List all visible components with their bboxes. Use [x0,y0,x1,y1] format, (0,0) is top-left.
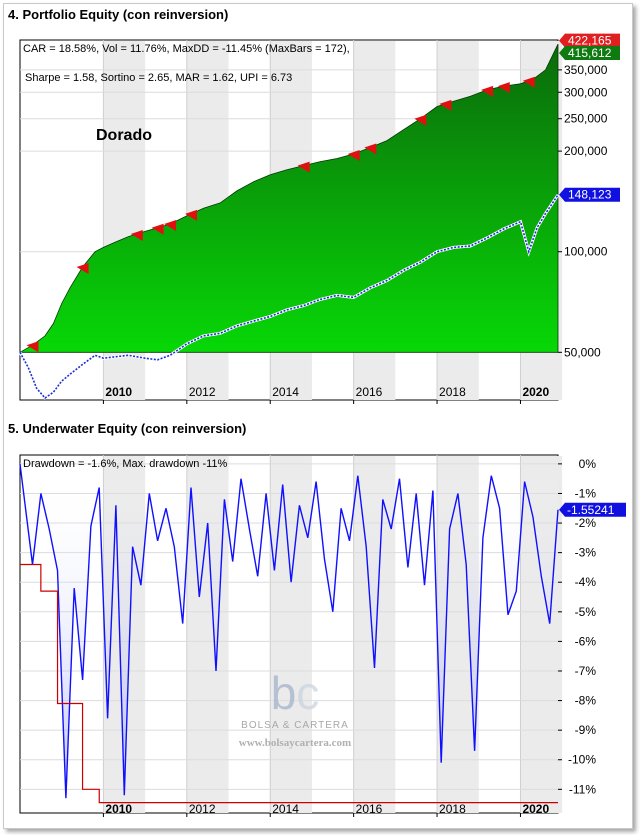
equity-last-value-label: 415,612 [568,46,612,60]
equity-x-tick-label: 2018 [439,385,466,399]
equity-y-tick-label: 50,000 [564,345,601,359]
equity-y-tick-label: 350,000 [564,63,608,77]
equity-drawdown-mark [414,114,427,126]
underwater-y-tick-label: -4% [575,575,597,589]
equity-drawdown-mark [184,209,197,221]
underwater-y-tick-label: -1% [575,486,597,500]
equity-y-tick-label: 300,000 [564,85,608,99]
equity-stats-line-2: Sharpe = 1.58, Sortino = 2.65, MAR = 1.6… [25,72,292,84]
underwater-stats-line: Drawdown = -1.6%, Max. drawdown -11% [23,458,228,470]
equity-y-tick-label: 200,000 [564,144,608,158]
equity-drawdown-mark [76,263,89,275]
equity-drawdown-mark [347,150,360,162]
equity-drawdown-mark [439,99,452,111]
underwater-x-tick-label: 2018 [439,802,466,816]
underwater-y-tick-label: -9% [575,723,597,737]
underwater-y-tick-label: -6% [575,634,597,648]
equity-drawdown-mark [26,341,39,353]
equity-last-value-tag [559,33,620,48]
equity-drawdown-mark [151,223,164,235]
equity-x-tick-label: 2016 [356,385,383,399]
equity-x-tick-label: 2014 [272,385,299,399]
underwater-y-tick-label: -10% [568,753,596,767]
equity-drawdown-mark [364,143,377,155]
equity-stats-line-1: CAR = 18.58%, Vol = 11.76%, MaxDD = -11.… [23,43,350,55]
equity-y-tick-label: 250,000 [564,112,608,126]
benchmark-line [19,194,559,400]
equity-series-label: Dorado [96,127,152,144]
underwater-y-tick-label: -2% [575,516,597,530]
underwater-last-value-tag [559,502,626,517]
underwater-x-tick-label: 2016 [356,802,383,816]
underwater-area [20,463,558,799]
underwater-panel-title: 5. Underwater Equity (con reinversion) [8,421,247,436]
equity-drawdown-mark [130,229,143,241]
underwater-y-tick-label: 0% [579,457,597,471]
equity-drawdown-mark [522,76,535,88]
underwater-last-value-label: -1.55241 [567,503,615,517]
underwater-x-tick-label: 2012 [189,802,216,816]
underwater-y-tick-label: -5% [575,605,597,619]
equity-last-value-label: 148,123 [568,188,612,202]
equity-x-tick-label: 2010 [105,385,132,399]
equity-last-value-tag [559,45,620,60]
equity-panel-title: 4. Portfolio Equity (con reinversion) [8,7,229,22]
equity-drawdown-mark [481,85,494,97]
underwater-y-tick-label: -3% [575,546,597,560]
underwater-x-tick-label: 2010 [105,802,132,816]
equity-y-tick-label: 100,000 [564,245,608,259]
equity-last-value-tag [559,187,620,202]
underwater-y-tick-label: -7% [575,664,597,678]
underwater-line [19,463,559,799]
underwater-x-tick-label: 2020 [522,802,549,816]
equity-drawdown-mark [297,161,310,173]
equity-x-tick-label: 2020 [522,385,549,399]
underwater-y-tick-label: -11% [569,782,596,796]
equity-x-tick-label: 2012 [189,385,216,399]
equity-drawdown-mark [164,220,177,232]
underwater-y-tick-label: -8% [575,694,597,708]
underwater-x-tick-label: 2014 [272,802,299,816]
max-drawdown-line [20,563,558,804]
equity-last-value-label: 422,165 [568,34,612,48]
equity-drawdown-mark [497,82,510,94]
